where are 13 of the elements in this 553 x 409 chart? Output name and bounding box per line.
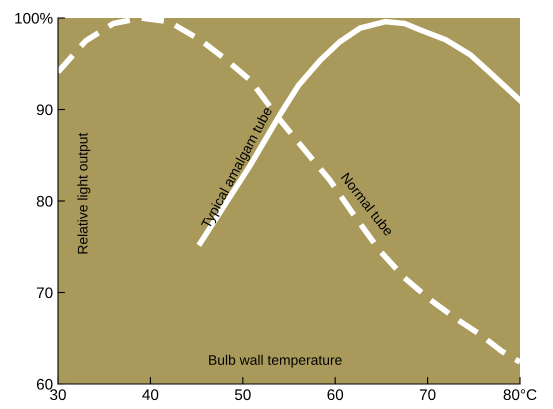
- x-tick-label: 50: [234, 389, 251, 400]
- y-tick-label: 70: [36, 287, 53, 298]
- x-tick-label: 70: [420, 389, 436, 400]
- y-tick-label: 90: [36, 104, 53, 116]
- y-tick-label: 100%: [15, 12, 53, 24]
- x-tick-label: 30: [50, 389, 66, 400]
- y-axis-title: Relative light output: [77, 132, 90, 254]
- x-tick-label: 40: [142, 389, 158, 400]
- x-tick-label: 80°C: [504, 389, 536, 400]
- y-tick-label: 60: [36, 378, 53, 390]
- y-tick-label: 80: [36, 196, 53, 207]
- x-tick-label: 60: [327, 389, 344, 400]
- x-axis-title: Bulb wall temperature: [209, 354, 342, 368]
